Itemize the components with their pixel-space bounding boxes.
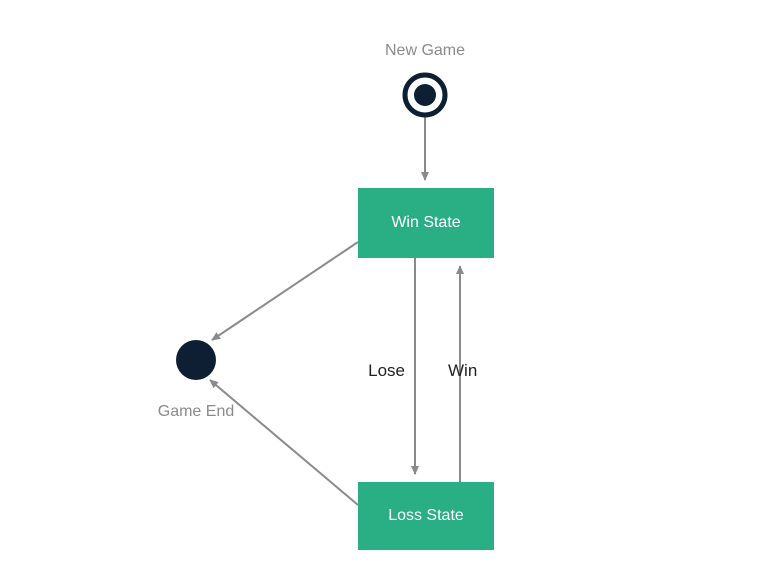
start-node [405,75,445,115]
edge-label-loss-to-win: Win [448,361,477,380]
edge-label-win-to-loss: Lose [368,361,405,380]
win-state-label: Win State [391,214,460,231]
win-state-node: Win State [358,188,494,258]
loss-state-label: Loss State [388,507,464,524]
end-node [176,340,216,380]
start-label: New Game [385,42,465,59]
loss-state-node: Loss State [358,482,494,550]
edge-loss-to-end [210,380,358,505]
end-label: Game End [158,403,234,420]
edge-win-to-end [212,242,358,340]
